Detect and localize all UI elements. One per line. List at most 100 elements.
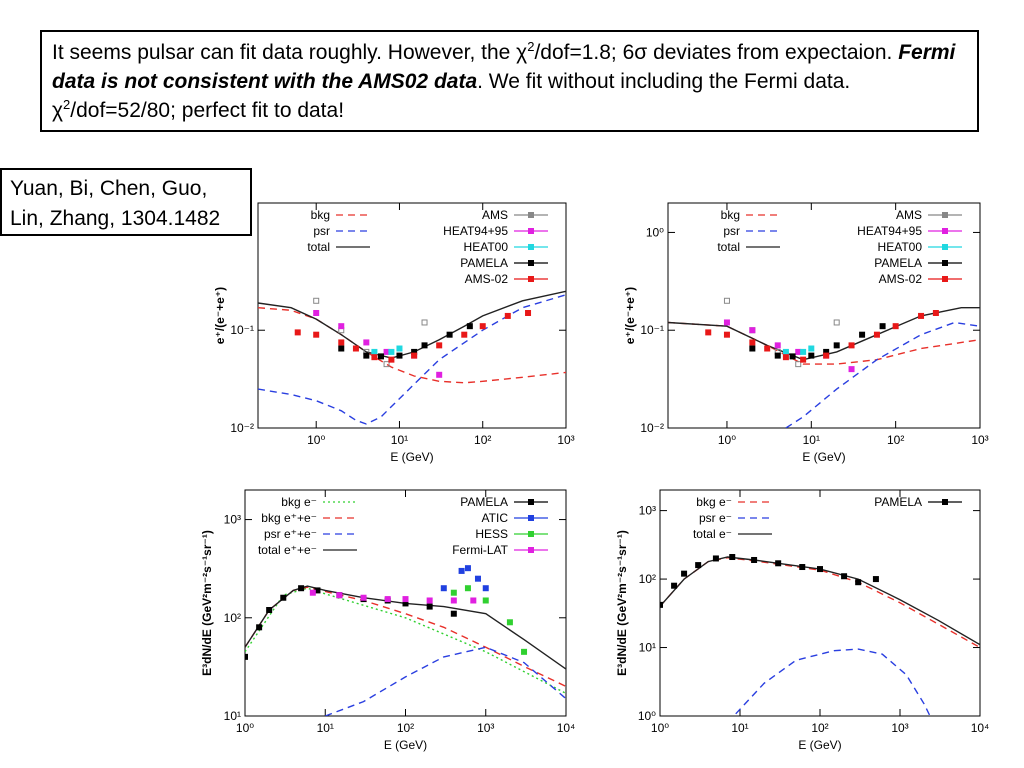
x-tick-label: 10³	[971, 433, 988, 447]
plot-area	[245, 565, 566, 716]
legend-label: total	[307, 240, 330, 254]
series-line	[325, 646, 566, 716]
x-axis-label: E (GeV)	[390, 450, 433, 464]
y-tick-label: 10⁰	[646, 225, 664, 239]
legend-swatch	[528, 531, 534, 537]
data-point	[775, 560, 782, 567]
data-point	[800, 348, 807, 355]
legend-label: ATIC	[482, 511, 509, 525]
note-sup: 2	[63, 97, 71, 112]
data-point	[749, 339, 756, 346]
data-point	[352, 345, 359, 352]
x-axis-label: E (GeV)	[798, 738, 841, 752]
citation: Yuan, Bi, Chen, Guo, Lin, Zhang, 1304.14…	[0, 168, 252, 236]
legend-label: total e⁻	[693, 527, 732, 541]
x-tick-label: 10⁴	[557, 721, 576, 735]
data-point	[388, 348, 395, 355]
plot-area	[660, 554, 980, 716]
data-point	[363, 339, 370, 346]
data-point	[474, 575, 481, 582]
legend-swatch	[528, 547, 534, 553]
data-point	[336, 592, 343, 599]
data-point	[396, 352, 403, 359]
legend-swatch	[942, 212, 948, 218]
x-tick-label: 10⁰	[236, 721, 254, 735]
legend-label: HEAT00	[464, 240, 509, 254]
data-point	[506, 619, 513, 626]
legend-label: PAMELA	[874, 495, 922, 509]
data-point	[482, 597, 489, 604]
data-point	[482, 585, 489, 592]
data-point	[338, 345, 345, 352]
y-axis-label: e⁺/(e⁻+e⁺)	[213, 287, 227, 344]
y-tick-label: 10⁻¹	[230, 323, 254, 337]
x-tick-label: 10⁰	[307, 433, 325, 447]
legend-swatch	[942, 244, 948, 250]
data-point	[817, 566, 823, 573]
data-point	[466, 323, 473, 330]
data-point	[695, 562, 702, 569]
data-point	[377, 353, 384, 360]
plot-frame	[257, 202, 567, 429]
legend-label: AMS-02	[879, 272, 923, 286]
data-point	[723, 331, 730, 338]
data-point	[795, 348, 802, 355]
note-emphasis: Fermi data is not consistent with the AM…	[52, 41, 956, 93]
data-point	[841, 573, 848, 580]
x-tick-label: 10¹	[803, 433, 820, 447]
data-point	[800, 356, 807, 363]
data-point	[705, 329, 712, 336]
chart: 10⁰ 10¹ 10² 10³ 10⁻² 10⁻¹ E (GeV) e⁺/(e⁻+e⁺) bkg…	[213, 202, 575, 464]
legend-label: total e⁺+e⁻	[258, 543, 317, 557]
note-text: /dof=52/80; perfect fit to data!	[70, 99, 345, 122]
series-line	[732, 648, 931, 716]
legend-swatch	[942, 260, 948, 266]
x-axis-label: E (GeV)	[384, 738, 427, 752]
y-tick-label: 10³	[639, 504, 656, 518]
legend-label: bkg	[311, 208, 330, 222]
y-axis-label: E³dN/dE (GeV²m⁻²s⁻¹sr⁻¹)	[200, 530, 214, 676]
chart: 10⁰ 10¹ 10² 10³ 10⁻² 10⁻¹ 10⁰ E (GeV) e⁺/(e⁻+e⁺)…	[623, 202, 989, 464]
data-point	[799, 564, 806, 571]
data-point	[450, 589, 457, 596]
y-tick-label: 10⁻²	[230, 421, 254, 435]
data-point	[671, 582, 678, 589]
plot-frame	[667, 202, 981, 429]
data-point	[521, 648, 528, 655]
data-point	[782, 354, 789, 361]
data-point	[892, 323, 899, 330]
x-tick-label: 10⁰	[718, 433, 736, 447]
legend-swatch	[528, 499, 534, 505]
data-point	[470, 597, 477, 604]
y-tick-label: 10²	[224, 611, 241, 625]
data-point	[266, 607, 273, 614]
legend-swatch	[528, 260, 534, 266]
legend-swatch	[528, 228, 534, 234]
data-point	[280, 594, 287, 601]
legend-swatch	[528, 212, 534, 218]
data-point	[371, 354, 378, 361]
x-tick-label: 10³	[891, 721, 908, 735]
data-point	[313, 309, 320, 316]
legend-label: psr e⁺+e⁻	[264, 527, 317, 541]
data-point	[313, 297, 320, 304]
data-point	[918, 312, 925, 319]
data-point	[402, 596, 409, 603]
data-point	[458, 567, 465, 574]
x-tick-label: 10⁰	[651, 721, 669, 735]
data-point	[461, 331, 468, 338]
legend-label: bkg e⁺+e⁻	[261, 511, 317, 525]
y-tick-label: 10⁻²	[640, 421, 664, 435]
legend-label: HEAT94+95	[857, 224, 922, 238]
legend-label: HESS	[475, 527, 508, 541]
data-point	[450, 610, 457, 617]
data-point	[479, 323, 486, 330]
plot-area	[668, 297, 980, 428]
series-line	[668, 307, 980, 361]
data-point	[464, 585, 471, 592]
data-point	[749, 345, 756, 352]
data-point	[338, 339, 345, 346]
data-point	[436, 342, 443, 349]
